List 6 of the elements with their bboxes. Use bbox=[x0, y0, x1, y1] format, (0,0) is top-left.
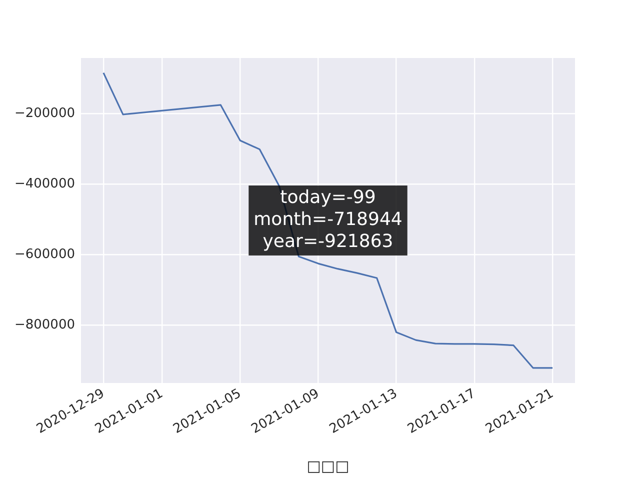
y-tick-label: −600000 bbox=[14, 247, 75, 262]
y-tick-label: −200000 bbox=[14, 106, 75, 122]
y-tick-label: −800000 bbox=[14, 318, 75, 333]
y-tick-label: −400000 bbox=[14, 176, 75, 192]
x-axis-title: □□□ bbox=[306, 456, 350, 475]
annotation: today=-99 month=-718944 year=-921863 bbox=[254, 187, 402, 252]
